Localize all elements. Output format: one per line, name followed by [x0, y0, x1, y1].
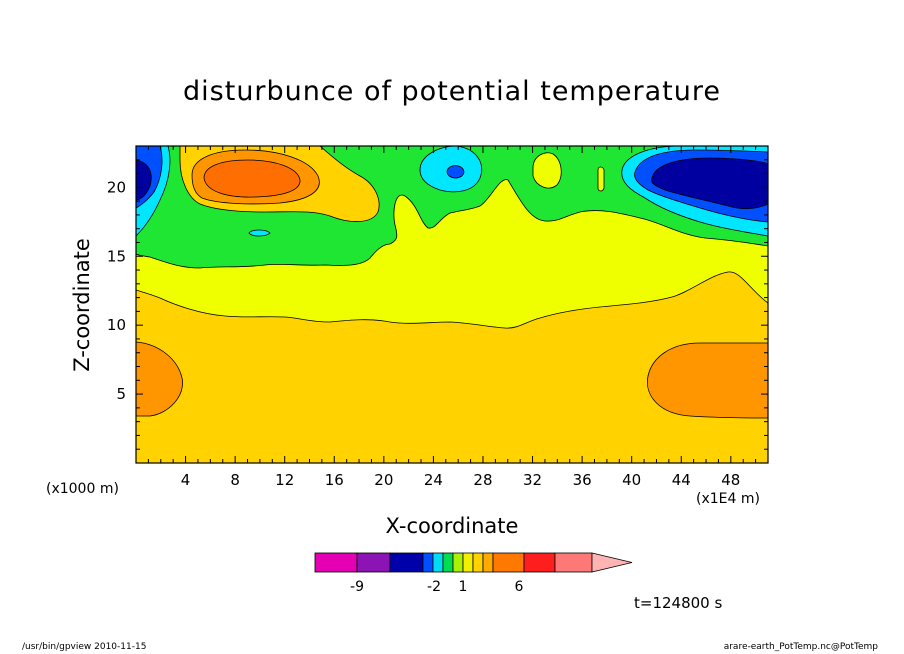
y-tick-label: 15 [107, 247, 126, 265]
y-axis-label: Z-coordinate [70, 238, 94, 372]
colorbar-swatch [452, 552, 464, 573]
x-unit-left: (x1000 m) [46, 481, 119, 497]
x-tick-label: 32 [523, 471, 542, 489]
colorbar-swatch [442, 552, 454, 573]
x-unit-right: (x1E4 m) [696, 491, 760, 507]
x-axis-label: X-coordinate [385, 514, 519, 538]
field-cyan-small [248, 229, 271, 237]
field-yellow-island-1 [532, 152, 562, 189]
y-tick-group: 5 10 15 20 [107, 159, 768, 450]
time-label: t=124800 s [634, 594, 723, 612]
x-tick-label: 12 [275, 471, 294, 489]
colorbar-swatch [554, 552, 593, 573]
x-tick-label: 40 [622, 471, 641, 489]
colorbar-label: -2 [427, 579, 441, 595]
colorbar-swatch [523, 552, 556, 573]
y-tick-label: 5 [116, 385, 126, 403]
chart-title: disturbunce of potential temperature [183, 76, 721, 107]
colorbar-label: -9 [350, 579, 364, 595]
x-tick-group: 4 8 12 16 20 24 28 32 36 40 44 48 [147, 146, 757, 489]
colorbar: -9 -2 1 6 [314, 552, 633, 595]
field-blue-mid [446, 165, 465, 179]
plot-frame [135, 145, 769, 464]
colorbar-swatch [432, 552, 444, 573]
x-tick-label: 36 [573, 471, 592, 489]
colorbar-swatch [482, 552, 494, 573]
field-orange-lower-right [647, 342, 768, 419]
colorbar-swatch [314, 552, 358, 573]
y-tick-label: 20 [107, 178, 126, 196]
colorbar-label: 1 [459, 579, 468, 595]
field-navy-left [136, 159, 152, 201]
x-tick-label: 16 [325, 471, 344, 489]
colorbar-swatch [472, 552, 484, 573]
field-orange-lower-left [136, 341, 183, 417]
colorbar-swatch [422, 552, 434, 573]
field-navy-right [651, 157, 768, 210]
x-tick-label: 48 [721, 471, 740, 489]
colorbar-extend-arrow [591, 552, 633, 573]
colorbar-swatch [389, 552, 424, 573]
footer-command: /usr/bin/gpview 2010-11-15 [22, 642, 147, 652]
colorbar-swatch [356, 552, 391, 573]
field-yellow-island-2 [597, 166, 605, 192]
x-tick-label: 4 [181, 471, 191, 489]
x-tick-label: 24 [424, 471, 443, 489]
field-darkorange-blob [203, 159, 301, 198]
y-tick-label: 10 [107, 316, 126, 334]
x-tick-label: 8 [230, 471, 240, 489]
colorbar-swatch [492, 552, 525, 573]
x-tick-label: 28 [473, 471, 492, 489]
footer-source: arare-earth_PotTemp.nc@PotTemp [723, 642, 878, 652]
colorbar-label: 6 [515, 579, 524, 595]
x-tick-label: 20 [374, 471, 393, 489]
contour-fields [136, 146, 768, 463]
x-tick-label: 44 [672, 471, 691, 489]
colorbar-swatch [462, 552, 474, 573]
